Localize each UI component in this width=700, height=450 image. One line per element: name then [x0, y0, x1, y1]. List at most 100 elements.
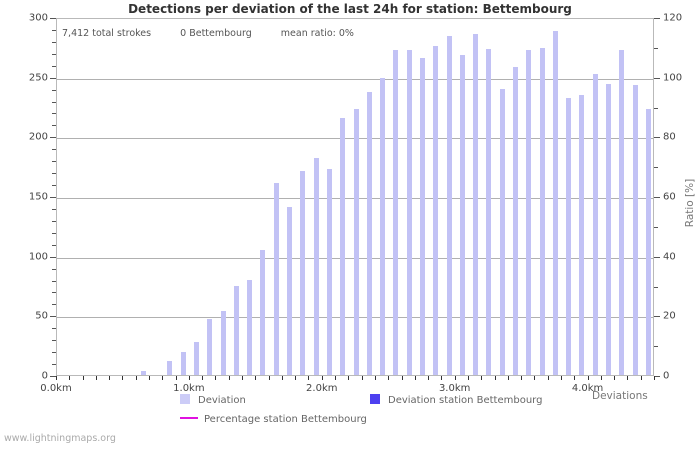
y-tick-mark-right: [654, 137, 660, 139]
bar: [526, 50, 532, 375]
x-tick-mark: [228, 376, 230, 380]
x-tick-label: 3.0km: [438, 383, 471, 394]
y-tick-mark-right: [654, 256, 660, 258]
bar: [353, 108, 359, 375]
x-tick-mark: [308, 376, 310, 380]
y-tick-mark-left: [52, 41, 56, 43]
bar: [366, 92, 372, 375]
x-tick-mark: [242, 376, 244, 380]
x-tick-mark: [374, 376, 376, 380]
x-tick-mark: [467, 376, 469, 380]
x-tick-mark: [574, 376, 576, 380]
chart-annotations: 7,412 total strokes 0 Bettembourg mean r…: [62, 28, 354, 39]
y-tick-label-right: 100: [663, 72, 683, 84]
x-tick-mark: [614, 376, 616, 380]
y-tick-mark-left: [52, 364, 56, 366]
x-tick-mark: [654, 376, 655, 380]
legend-swatch-deviation-station-icon: [370, 394, 380, 404]
x-tick-label: 4.0km: [571, 383, 604, 394]
y-tick-mark-left: [52, 268, 56, 270]
x-tick-mark: [521, 376, 523, 380]
y-tick-mark-right: [654, 18, 660, 19]
bar: [260, 249, 266, 375]
legend-label-deviation: Deviation: [198, 395, 246, 406]
y-tick-label-right: 0: [663, 370, 670, 382]
x-axis-label: Deviations: [592, 390, 648, 402]
bar: [273, 182, 279, 375]
x-tick-mark: [414, 376, 416, 380]
x-tick-mark: [481, 376, 483, 380]
y-tick-label-left: 250: [28, 72, 48, 84]
x-tick-mark: [388, 376, 390, 380]
x-tick-mark: [188, 376, 190, 380]
x-tick-mark: [295, 376, 297, 380]
y-tick-mark-right: [654, 107, 658, 109]
y-tick-mark-left: [52, 208, 56, 210]
x-tick-mark: [149, 376, 151, 380]
y-tick-mark-left: [52, 65, 56, 67]
y-tick-mark-left: [50, 77, 56, 79]
y-tick-mark-left: [52, 340, 56, 342]
x-tick-mark: [627, 376, 629, 380]
legend-item-deviation-station: Deviation station Bettembourg: [370, 394, 542, 406]
bar: [380, 77, 386, 375]
y-tick-mark-left: [52, 173, 56, 175]
y-tick-label-left: 50: [35, 310, 48, 322]
annotation-mean-ratio: mean ratio: 0%: [280, 28, 354, 39]
legend-swatch-deviation-icon: [180, 394, 190, 404]
x-tick-mark: [95, 376, 97, 380]
watermark: www.lightningmaps.org: [4, 433, 116, 444]
bar: [326, 168, 332, 375]
legend-line-percentage-station-icon: [180, 417, 198, 419]
annotation-station-count: 0 Bettembourg: [180, 28, 252, 39]
bar: [393, 50, 399, 375]
y-tick-mark-left: [52, 101, 56, 103]
bar: [619, 50, 625, 375]
y-tick-mark-left: [52, 352, 56, 354]
bar: [446, 36, 452, 375]
y-tick-mark-left: [52, 328, 56, 330]
y-tick-label-right: 40: [663, 251, 676, 263]
bar: [220, 310, 226, 375]
x-tick-mark: [202, 376, 204, 380]
y-tick-label-right: 20: [663, 310, 676, 322]
bar: [419, 57, 425, 375]
y-tick-mark-right: [654, 376, 660, 377]
y-tick-label-left: 100: [28, 251, 48, 263]
x-tick-mark: [175, 376, 177, 380]
x-tick-mark: [335, 376, 337, 380]
y-tick-mark-left: [50, 18, 56, 19]
y-tick-mark-left: [50, 197, 56, 198]
y-tick-label-right: 80: [663, 131, 676, 143]
chart-title: Detections per deviation of the last 24h…: [128, 2, 572, 16]
legend-label-percentage-station: Percentage station Bettembourg: [204, 414, 367, 425]
x-tick-mark: [494, 376, 496, 380]
x-tick-label: 2.0km: [306, 383, 338, 394]
y-tick-mark-right: [654, 77, 660, 79]
x-tick-mark: [454, 376, 456, 380]
y-tick-label-left: 0: [41, 370, 48, 382]
y-tick-mark-left: [52, 280, 56, 282]
bar: [473, 33, 479, 375]
legend-item-deviation: Deviation: [180, 394, 246, 406]
x-tick-mark: [162, 376, 164, 380]
bar: [579, 94, 585, 375]
x-tick-mark: [321, 376, 323, 380]
bar: [605, 83, 611, 375]
y-tick-mark-left: [50, 316, 56, 318]
bar: [313, 157, 319, 375]
x-tick-label: 0.0km: [40, 383, 72, 394]
annotation-total-strokes: 7,412 total strokes: [62, 28, 152, 39]
y-tick-mark-left: [52, 185, 56, 187]
y-tick-mark-left: [52, 149, 56, 151]
y-tick-mark-left: [52, 29, 56, 31]
y-tick-mark-left: [52, 292, 56, 294]
y-tick-mark-right: [654, 346, 658, 348]
bar: [180, 352, 186, 375]
y-tick-mark-left: [52, 53, 56, 55]
y-tick-mark-left: [52, 220, 56, 222]
y-tick-mark-left: [52, 244, 56, 246]
bar: [194, 341, 200, 375]
x-tick-mark: [587, 376, 589, 380]
y-tick-mark-left: [52, 304, 56, 306]
